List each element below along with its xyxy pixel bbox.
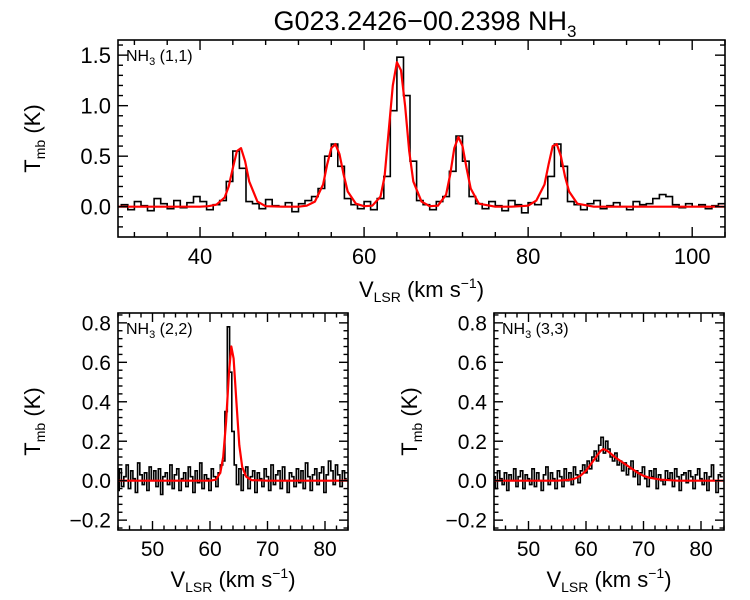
x-axis-label-subscript: LSR	[185, 579, 212, 595]
y-tick-label: 0.5	[80, 144, 111, 169]
x-axis-label-units: (km s	[212, 567, 272, 592]
x-axis-label-units: (km s	[401, 277, 461, 302]
transition-subscript: 3	[525, 329, 531, 341]
y-tick-label: 0.8	[458, 312, 487, 335]
x-tick-label: 70	[256, 538, 279, 561]
transition-label: NH3 (1,1)	[126, 48, 193, 68]
data-histogram	[118, 56, 725, 214]
y-axis-label-subscript: mb	[32, 140, 48, 160]
y-tick-label: 0.2	[82, 431, 111, 454]
x-axis-label-exponent: −1	[461, 275, 477, 291]
transition-subscript: 3	[149, 56, 155, 68]
x-axis-label: VLSR (km s−1)	[359, 275, 484, 305]
y-axis-label-main: T	[397, 442, 422, 455]
x-axis-label-close: )	[664, 567, 671, 592]
panel-nh3-2-2: 50 60 70 80 −0.2 0.0 0.2 0.4 0.6 0.8 NH3 (2,2) VLSR…	[20, 312, 349, 595]
y-tick-label: 0.0	[82, 470, 111, 493]
fit-line	[118, 61, 725, 208]
x-axis-label-units: (km s	[588, 567, 648, 592]
y-axis-label-units: (K)	[20, 387, 45, 422]
y-axis-label-subscript: mb	[32, 423, 48, 443]
x-axis-label-close: )	[477, 277, 484, 302]
x-axis-label-subscript: LSR	[374, 289, 401, 305]
plot-frame	[117, 312, 349, 531]
x-tick-label: 80	[516, 244, 540, 269]
x-axis-label-main: V	[359, 277, 374, 302]
transition-level: (1,1)	[155, 48, 192, 65]
x-axis-label-close: )	[288, 567, 295, 592]
y-axis-label-units: (K)	[20, 104, 45, 139]
y-axis-label-main: T	[20, 442, 45, 455]
y-axis-label: Tmb (K)	[20, 104, 48, 172]
fit-line	[118, 345, 348, 482]
fit-line	[494, 448, 724, 482]
figure-title-main: G023.2426−00.2398 NH	[274, 6, 567, 36]
x-axis-label-exponent: −1	[272, 565, 288, 581]
transition-level: (2,2)	[155, 321, 192, 338]
transition-label: NH3 (2,2)	[126, 321, 193, 341]
x-tick-label: 70	[632, 538, 655, 561]
y-tick-label: 0.0	[458, 470, 487, 493]
transition-label: NH3 (3,3)	[502, 321, 569, 341]
transition-level: (3,3)	[531, 321, 568, 338]
y-axis-label: Tmb (K)	[397, 387, 425, 455]
y-tick-label: 0.4	[82, 391, 112, 414]
y-tick-label: 1.0	[80, 94, 111, 119]
y-axis-label-subscript: mb	[409, 423, 425, 443]
y-tick-label: 0.8	[82, 312, 111, 335]
x-tick-label: 40	[188, 244, 212, 269]
y-tick-label: −0.2	[446, 510, 487, 533]
transition-subscript: 3	[149, 329, 155, 341]
x-tick-label: 80	[313, 538, 336, 561]
y-tick-label: 0.2	[458, 431, 487, 454]
plot-frame	[493, 312, 725, 531]
x-tick-label: 60	[574, 538, 597, 561]
x-axis-label-main: V	[546, 567, 561, 592]
y-tick-label: 0.6	[82, 352, 111, 375]
x-tick-label: 50	[141, 538, 164, 561]
figure-title-subscript: 3	[567, 22, 576, 41]
x-tick-label: 100	[674, 244, 711, 269]
x-axis-label-subscript: LSR	[561, 579, 588, 595]
transition-molecule: NH	[126, 321, 149, 338]
data-histogram	[494, 436, 723, 494]
y-tick-label: 0.0	[80, 195, 111, 220]
y-axis-label-units: (K)	[397, 387, 422, 422]
y-axis-label: Tmb (K)	[20, 387, 48, 455]
panel-nh3-3-3: 50 60 70 80 −0.2 0.0 0.2 0.4 0.6 0.8 NH3 (3,3) VLSR…	[397, 312, 725, 595]
panel-nh3-1-1: 40 60 80 100 0.0 0.5 1.0 1.5 NH3 (1,1) VLSR (km s…	[20, 39, 726, 305]
data-histogram	[118, 326, 347, 496]
x-axis-label-main: V	[170, 567, 185, 592]
y-tick-label: −0.2	[70, 510, 111, 533]
plot-frame	[117, 39, 726, 238]
x-axis-label-exponent: −1	[648, 565, 664, 581]
transition-molecule: NH	[502, 321, 525, 338]
y-tick-label: 1.5	[80, 43, 111, 68]
y-tick-label: 0.4	[458, 391, 488, 414]
x-tick-label: 80	[689, 538, 712, 561]
x-axis-label: VLSR (km s−1)	[170, 565, 295, 595]
y-axis-label-main: T	[20, 159, 45, 172]
x-tick-label: 50	[517, 538, 540, 561]
x-tick-label: 60	[198, 538, 221, 561]
x-axis-label: VLSR (km s−1)	[546, 565, 671, 595]
transition-molecule: NH	[126, 48, 149, 65]
y-tick-label: 0.6	[458, 352, 487, 375]
figure-title: G023.2426−00.2398 NH3	[274, 6, 577, 41]
x-tick-label: 60	[352, 244, 376, 269]
